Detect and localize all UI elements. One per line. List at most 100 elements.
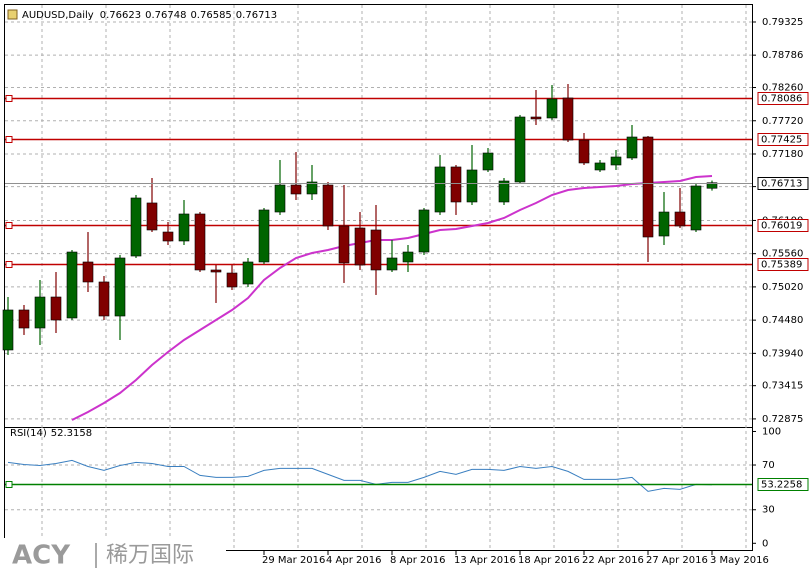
rsi-header: RSI(14) 52.3158 xyxy=(10,428,92,439)
x-tick-label: 3 May 2016 xyxy=(710,555,769,566)
level-label: 0.78086 xyxy=(761,94,802,105)
current-price-box xyxy=(757,177,809,190)
candle-body xyxy=(482,152,494,171)
candle-body xyxy=(674,211,686,227)
y-tick-label: 0.78260 xyxy=(762,83,803,94)
y-tick-label: 0.74480 xyxy=(762,315,803,326)
current-price-label: 0.76713 xyxy=(761,179,802,190)
x-tick-label: 4 Apr 2016 xyxy=(326,555,381,566)
watermark: ACY 稀万国际 xyxy=(0,538,226,577)
candle-body xyxy=(610,156,622,166)
candle-body xyxy=(434,166,446,213)
candle-body xyxy=(386,257,398,271)
low-value: 0.76585 xyxy=(190,10,231,21)
candle-body xyxy=(450,166,462,203)
level-anchor xyxy=(5,222,13,229)
y-tick-label: 0.75020 xyxy=(762,282,803,293)
rsi-level-box xyxy=(757,478,809,491)
candle-body xyxy=(338,225,350,264)
level-label-box xyxy=(757,92,809,105)
y-tick-label: 0.78786 xyxy=(762,50,803,61)
chart-header: AUDUSD,Daily 0.76623 0.76748 0.76585 0.76713 xyxy=(22,10,277,21)
level-label: 0.75389 xyxy=(761,260,802,271)
level-anchor xyxy=(5,136,13,143)
x-tick-label: 13 Apr 2016 xyxy=(454,555,516,566)
rsi-y-tick-label: 30 xyxy=(762,505,775,516)
rsi-level-label: 53.2258 xyxy=(761,480,802,491)
rsi-level-anchor xyxy=(5,481,13,488)
candle-body xyxy=(50,296,62,321)
candle-body xyxy=(578,139,590,164)
moving-average xyxy=(71,175,713,421)
candle-body xyxy=(66,251,78,319)
candle-body xyxy=(594,162,606,171)
close-value: 0.76713 xyxy=(236,10,277,21)
y-tick-label: 0.73415 xyxy=(762,381,803,392)
x-tick-label: 18 Apr 2016 xyxy=(518,555,580,566)
candle-body xyxy=(626,136,638,159)
x-tick-label: 29 Mar 2016 xyxy=(262,555,325,566)
candle-body xyxy=(706,182,718,189)
candle-body xyxy=(258,209,270,263)
open-value: 0.76623 xyxy=(100,10,141,21)
candle-body xyxy=(402,251,414,263)
candle-body xyxy=(2,309,14,351)
rsi-line xyxy=(7,459,713,492)
level-anchor xyxy=(5,95,13,102)
candle-body xyxy=(274,184,286,213)
candle-body xyxy=(322,184,334,227)
x-tick-label: 22 Apr 2016 xyxy=(582,555,644,566)
level-label-box xyxy=(757,133,809,146)
plot-frame xyxy=(4,4,753,551)
candle-body xyxy=(82,261,94,283)
candle-body xyxy=(546,98,558,119)
level-label-box xyxy=(757,258,809,271)
rsi-y-tick-label: 0 xyxy=(762,538,768,549)
candle-body xyxy=(146,202,158,231)
level-anchor xyxy=(5,261,13,268)
watermark-background xyxy=(0,538,226,577)
y-tick-label: 0.79325 xyxy=(762,17,803,28)
candle-body xyxy=(18,309,30,329)
x-tick-label: 8 Apr 2016 xyxy=(390,555,445,566)
symbol-icon xyxy=(7,9,18,20)
candle-body xyxy=(514,116,526,183)
rsi-title: RSI(14) xyxy=(10,428,47,439)
candle-body xyxy=(418,209,430,253)
high-value: 0.76748 xyxy=(145,10,186,21)
level-label-box xyxy=(757,219,809,232)
candle-body xyxy=(306,181,318,195)
y-tick-label: 0.77720 xyxy=(762,116,803,127)
rsi-y-tick-label: 70 xyxy=(762,460,775,471)
candle-body xyxy=(98,281,110,317)
y-tick-label: 0.73940 xyxy=(762,348,803,359)
candle-body xyxy=(114,257,126,317)
rsi-value: 52.3158 xyxy=(51,428,92,439)
y-tick-label: 0.77180 xyxy=(762,149,803,160)
candle-body xyxy=(178,213,190,242)
chart-title: AUDUSD,Daily xyxy=(22,10,94,21)
vertical-grid xyxy=(41,5,747,550)
candle-body xyxy=(34,296,46,329)
candle-body xyxy=(466,169,478,203)
watermark-brand: ACY xyxy=(12,541,71,571)
y-tick-label: 0.75560 xyxy=(762,249,803,260)
candle-body xyxy=(690,185,702,231)
candle-body xyxy=(498,180,510,203)
candle-body xyxy=(226,272,238,288)
candle-body xyxy=(210,269,222,273)
candle-body xyxy=(642,136,654,238)
level-label: 0.77425 xyxy=(761,135,802,146)
candle-body xyxy=(658,211,670,237)
watermark-name: 稀万国际 xyxy=(106,543,194,568)
candle-body xyxy=(242,261,254,285)
candle-body xyxy=(162,231,174,242)
level-label: 0.76019 xyxy=(761,221,802,232)
candle-body xyxy=(130,197,142,257)
candle-body xyxy=(530,116,542,120)
candle-body xyxy=(370,229,382,271)
y-tick-label: 0.72875 xyxy=(762,414,803,425)
candle-body xyxy=(194,213,206,271)
rsi-y-tick-label: 100 xyxy=(762,426,781,437)
